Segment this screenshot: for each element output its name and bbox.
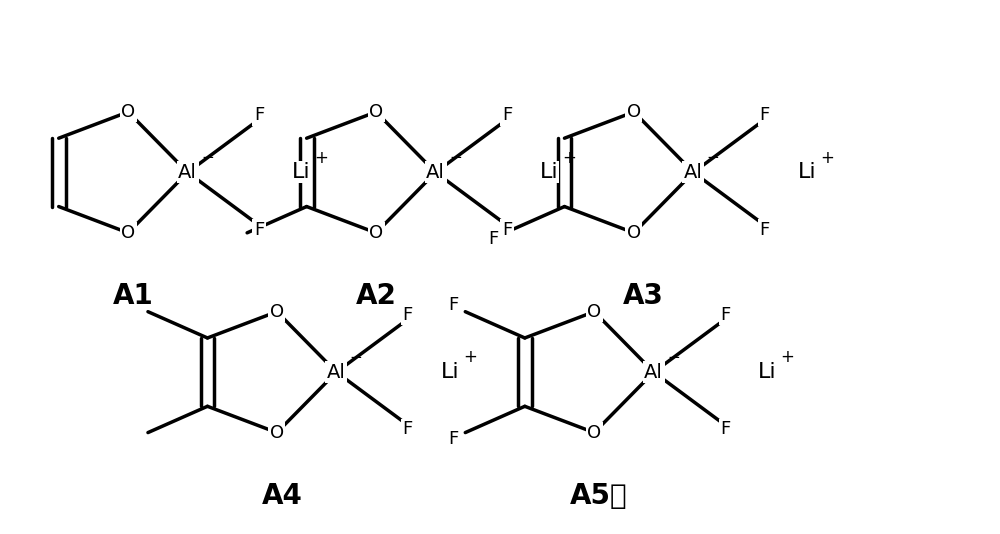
Text: +: + xyxy=(315,148,328,167)
Text: −: − xyxy=(667,350,680,365)
Text: Al: Al xyxy=(684,163,703,182)
Text: F: F xyxy=(720,420,730,438)
Text: A1: A1 xyxy=(113,282,153,310)
Text: O: O xyxy=(121,224,135,242)
Text: F: F xyxy=(254,106,264,124)
Text: A4: A4 xyxy=(261,482,302,509)
Text: O: O xyxy=(270,423,284,442)
Text: Al: Al xyxy=(426,163,445,182)
Text: F: F xyxy=(488,230,498,248)
Text: O: O xyxy=(121,103,135,121)
Text: F: F xyxy=(502,106,512,124)
Text: O: O xyxy=(627,224,641,242)
Text: −: − xyxy=(707,150,720,165)
Text: Li: Li xyxy=(540,162,558,183)
Text: O: O xyxy=(587,303,601,321)
Text: F: F xyxy=(760,221,770,239)
Text: F: F xyxy=(403,420,413,438)
Text: F: F xyxy=(502,221,512,239)
Text: Li: Li xyxy=(758,362,776,382)
Text: F: F xyxy=(720,306,730,324)
Text: +: + xyxy=(463,348,477,366)
Text: −: − xyxy=(449,150,462,165)
Text: A3: A3 xyxy=(623,282,664,310)
Text: Li: Li xyxy=(292,162,310,183)
Text: Al: Al xyxy=(327,363,346,382)
Text: F: F xyxy=(760,106,770,124)
Text: F: F xyxy=(448,296,459,315)
Text: −: − xyxy=(350,350,363,365)
Text: +: + xyxy=(781,348,795,366)
Text: +: + xyxy=(562,148,576,167)
Text: A2: A2 xyxy=(356,282,396,310)
Text: Li: Li xyxy=(441,362,459,382)
Text: Al: Al xyxy=(644,363,663,382)
Text: O: O xyxy=(369,224,383,242)
Text: Li: Li xyxy=(798,162,816,183)
Text: O: O xyxy=(270,303,284,321)
Text: O: O xyxy=(369,103,383,121)
Text: O: O xyxy=(627,103,641,121)
Text: F: F xyxy=(403,306,413,324)
Text: Al: Al xyxy=(178,163,197,182)
Text: A5。: A5。 xyxy=(570,482,628,509)
Text: F: F xyxy=(448,430,459,448)
Text: F: F xyxy=(254,221,264,239)
Text: +: + xyxy=(820,148,834,167)
Text: −: − xyxy=(201,150,214,165)
Text: O: O xyxy=(587,423,601,442)
